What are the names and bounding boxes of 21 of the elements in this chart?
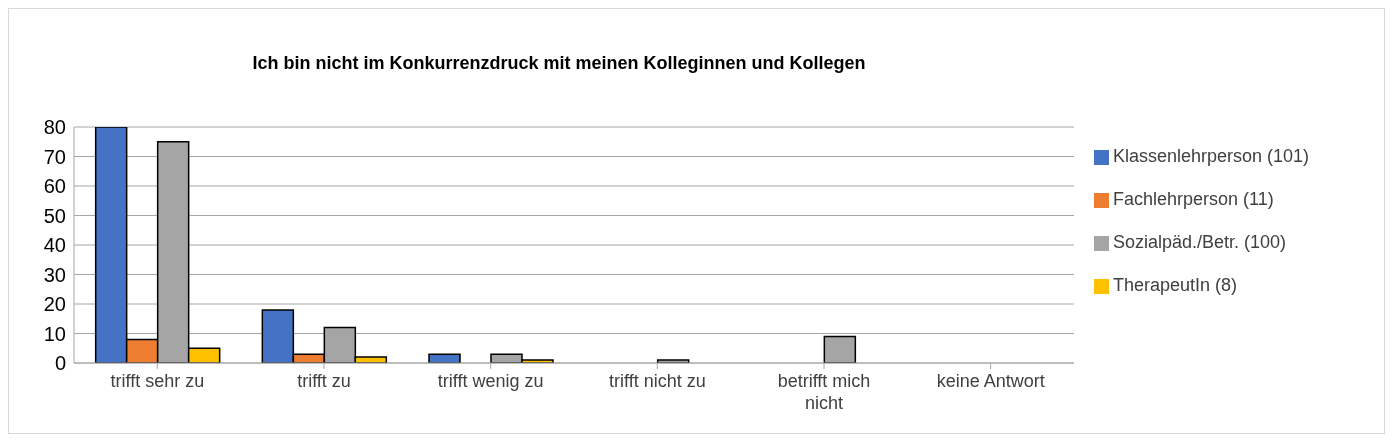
x-tick-label: trifft sehr zu bbox=[110, 371, 205, 391]
y-tick-label: 80 bbox=[43, 116, 66, 139]
x-tick-label: betrifft mich nicht bbox=[777, 371, 871, 413]
y-tick-label: 30 bbox=[43, 263, 66, 286]
y-tick-label: 60 bbox=[43, 175, 66, 198]
y-tick-label: 70 bbox=[43, 145, 66, 168]
legend-label: Sozialpäd./Betr. (100) bbox=[1113, 232, 1287, 252]
y-tick-label: 50 bbox=[43, 204, 66, 227]
x-tick-label: trifft nicht zu bbox=[608, 371, 706, 391]
y-tick-label: 20 bbox=[43, 293, 66, 316]
y-tick-label: 0 bbox=[54, 352, 66, 375]
x-tick-label: trifft wenig zu bbox=[437, 371, 544, 391]
x-tick-label: trifft zu bbox=[297, 371, 351, 391]
chart-title: Ich bin nicht im Konkurrenzdruck mit meinen Kolleginnen und Kollegen bbox=[251, 53, 867, 74]
legend-label: TherapeutIn (8) bbox=[1113, 275, 1238, 295]
bar bbox=[428, 353, 461, 363]
y-tick-label: 40 bbox=[43, 234, 66, 257]
x-tick-label: keine Antwort bbox=[936, 371, 1045, 391]
legend-label: Klassenlehrperson (101) bbox=[1113, 146, 1310, 166]
y-tick-label: 10 bbox=[43, 322, 66, 345]
legend-label: Fachlehrperson (11) bbox=[1113, 189, 1274, 209]
